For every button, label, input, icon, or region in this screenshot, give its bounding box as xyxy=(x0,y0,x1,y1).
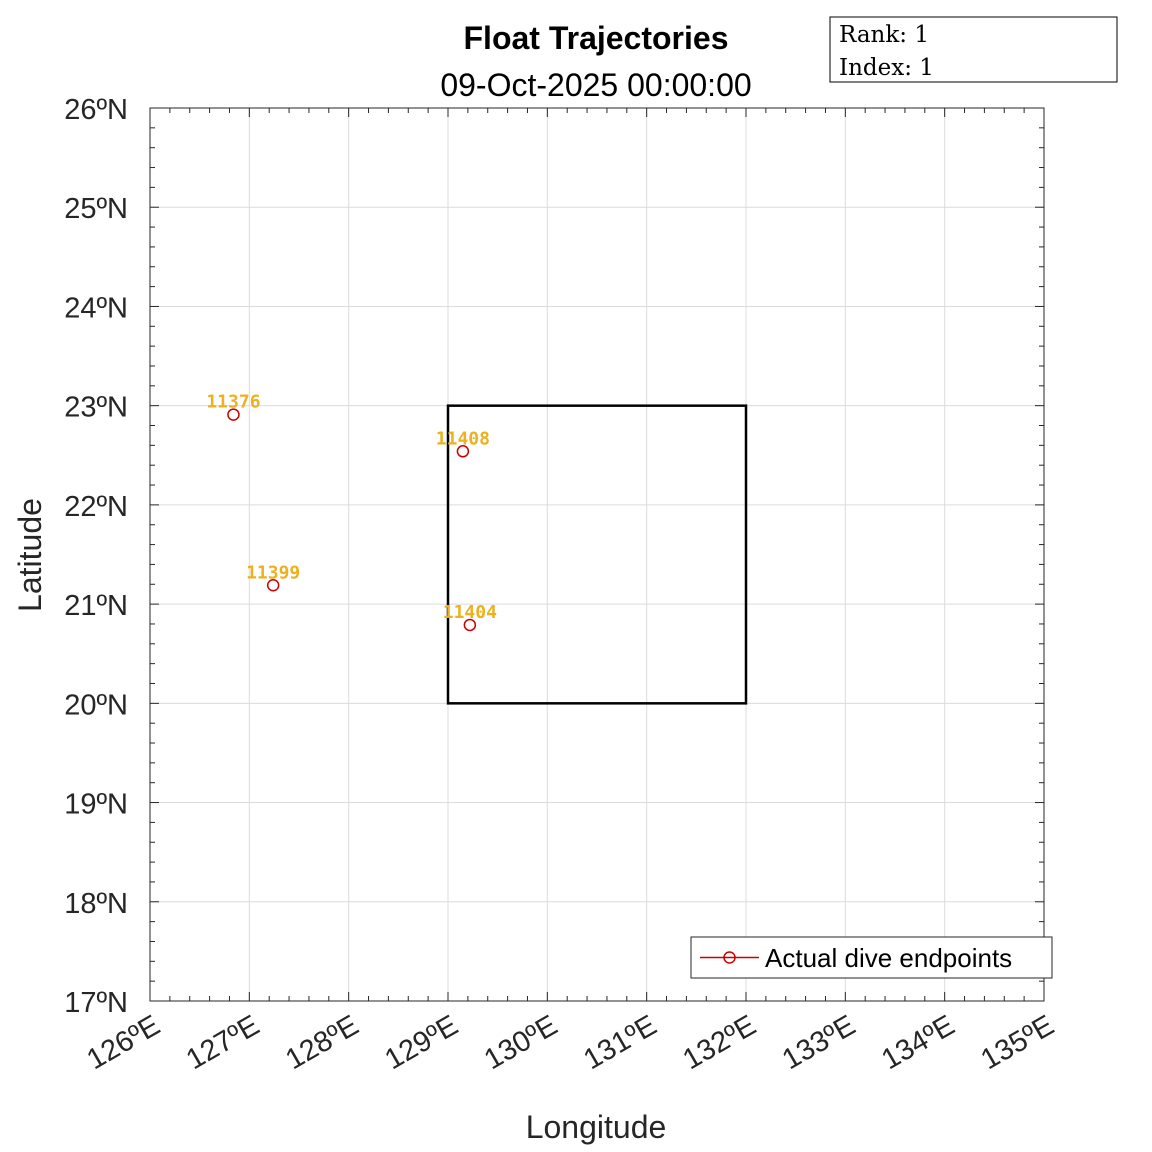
y-axis-label: Latitude xyxy=(12,498,48,612)
info-box-frame xyxy=(829,16,1118,83)
float-marker xyxy=(266,579,280,592)
y-tick-label: 19ºN xyxy=(64,789,128,821)
y-tick-label: 26ºN xyxy=(64,94,128,126)
x-tick-label: 127ºE xyxy=(181,1009,265,1076)
x-tick-label: 128ºE xyxy=(280,1009,364,1076)
y-tick-label: 24ºN xyxy=(64,292,128,324)
x-tick-label: 133ºE xyxy=(777,1009,861,1076)
float-marker xyxy=(227,408,240,421)
float-id-label: 11376 xyxy=(206,392,260,413)
chart-title: Float Trajectories xyxy=(464,20,729,56)
x-axis-label: Longitude xyxy=(526,1109,667,1145)
region-box xyxy=(446,404,748,705)
float-marker xyxy=(463,618,477,632)
y-tick-label: 21ºN xyxy=(64,590,128,622)
grid-lines xyxy=(149,107,1045,1002)
x-tick-label: 130ºE xyxy=(479,1009,563,1076)
float-id-label: 11404 xyxy=(443,602,497,623)
y-tick-label: 23ºN xyxy=(64,392,128,424)
x-tick-label: 126ºE xyxy=(82,1009,166,1076)
y-tick-label: 20ºN xyxy=(64,689,128,721)
info-rank: Rank: 1 xyxy=(839,22,929,48)
x-tick-labels: 126ºE 127ºE 128ºE 129ºE 130ºE 131ºE 132ºE 133ºE… xyxy=(82,1009,1060,1076)
legend-marker-icon xyxy=(723,951,736,964)
float-points: 11376 11408 11399 11404 xyxy=(206,392,497,632)
info-box: Rank: 1 Index: 1 xyxy=(829,16,1118,83)
plot-frame xyxy=(149,107,1045,1002)
x-tick-label: 135ºE xyxy=(976,1009,1060,1076)
y-tick-label: 17ºN xyxy=(64,987,128,1019)
y-tick-label: 22ºN xyxy=(64,491,128,523)
chart-subtitle: 09-Oct-2025 00:00:00 xyxy=(440,67,751,103)
y-tick-label: 25ºN xyxy=(64,193,128,225)
axis-ticks xyxy=(149,107,1045,1002)
float-marker xyxy=(456,445,470,458)
y-tick-labels: 17ºN 18ºN 19ºN 20ºN 21ºN 22ºN 23ºN 24ºN 25ºN 26ºN xyxy=(64,94,128,1019)
y-tick-label: 18ºN xyxy=(64,888,128,920)
x-tick-label: 132ºE xyxy=(678,1009,762,1076)
region-box-outline xyxy=(446,404,748,705)
legend: Actual dive endpoints xyxy=(690,936,1053,979)
x-tick-label: 131ºE xyxy=(578,1009,662,1076)
x-tick-label: 129ºE xyxy=(380,1009,464,1076)
float-id-label: 11408 xyxy=(436,428,490,449)
float-id-label: 11399 xyxy=(246,562,300,583)
x-tick-label: 134ºE xyxy=(876,1009,960,1076)
info-index: Index: 1 xyxy=(839,55,934,81)
legend-label: Actual dive endpoints xyxy=(765,943,1012,973)
